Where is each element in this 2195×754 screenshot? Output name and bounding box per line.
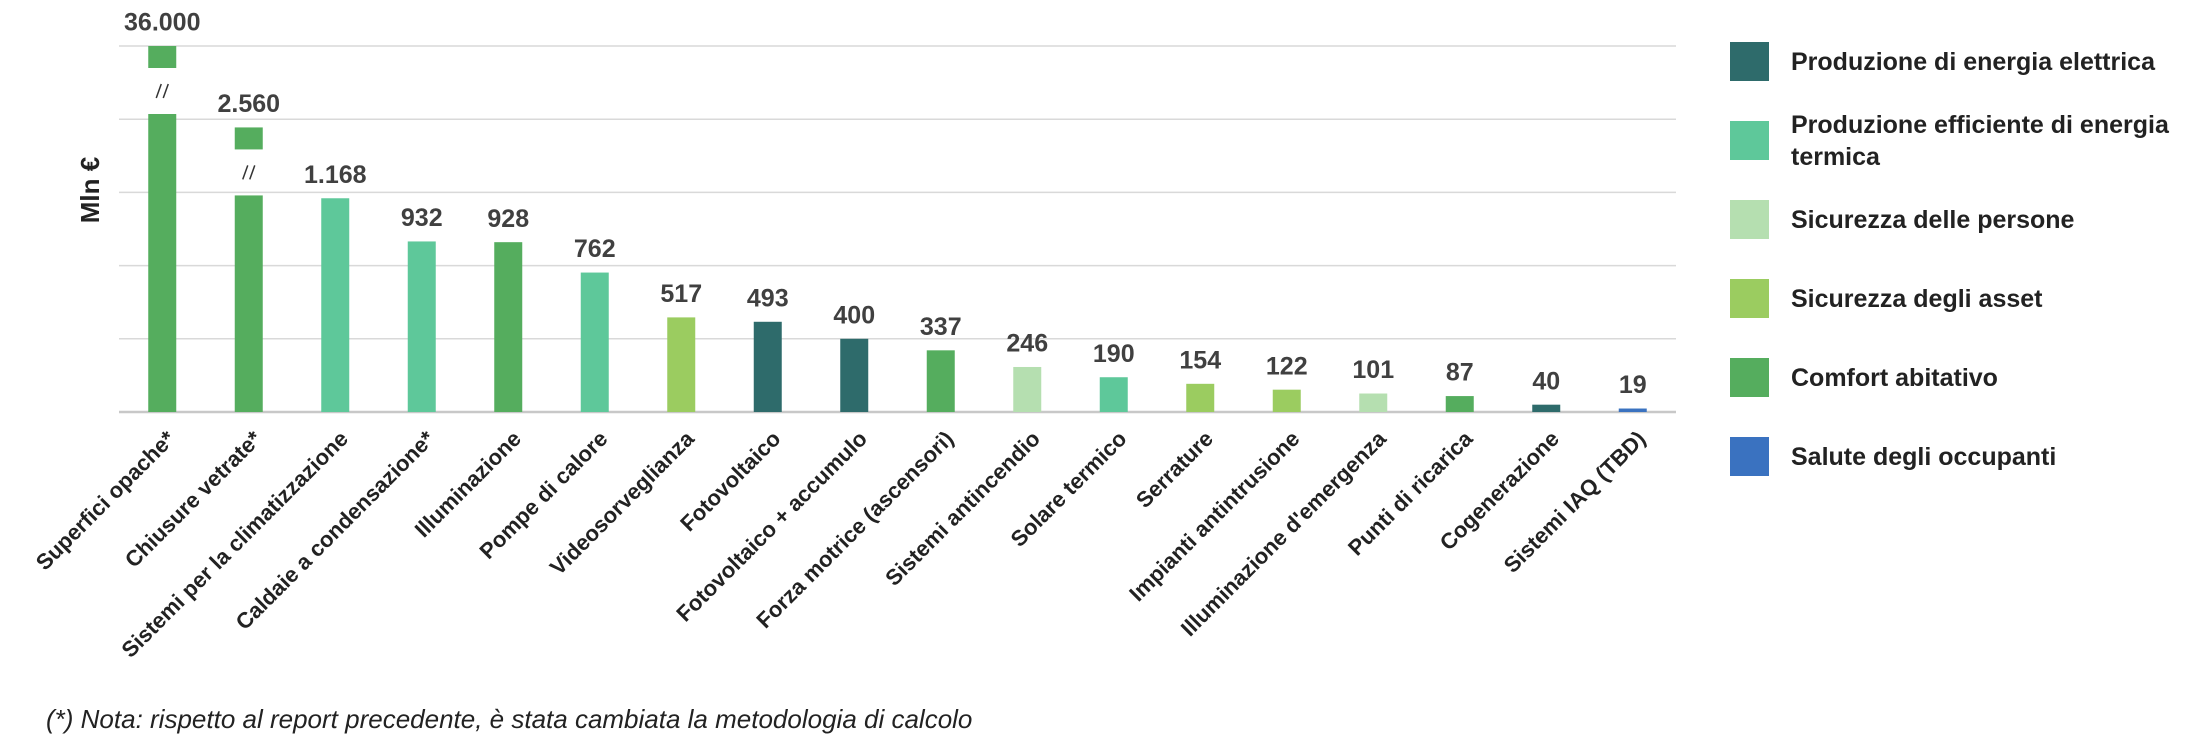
value-label: 1.168 — [304, 161, 367, 189]
value-label: 19 — [1619, 371, 1647, 399]
footnote: (*) Nota: rispetto al report precedente,… — [46, 704, 973, 734]
legend-label: Produzione efficiente di energia termica — [1791, 110, 2169, 171]
legend-swatch — [1730, 200, 1769, 239]
bar — [494, 242, 523, 412]
legend-swatch — [1730, 279, 1769, 318]
value-label: 762 — [574, 235, 616, 263]
bar — [1013, 366, 1042, 412]
bar — [1359, 393, 1388, 412]
legend-swatch — [1730, 437, 1769, 476]
bar — [667, 317, 696, 412]
value-label: 154 — [1179, 346, 1221, 374]
bar — [1272, 389, 1301, 412]
break-mark — [155, 83, 162, 99]
legend-label: Sicurezza delle persone — [1791, 205, 2075, 234]
legend-label: Produzione di energia elettrica — [1791, 47, 2155, 76]
legend-entry: Salute degli occupanti — [1730, 417, 2180, 496]
x-tick-label: Sistemi IAQ (TBD) — [1499, 426, 1651, 578]
bar-segment — [148, 114, 177, 412]
bar — [580, 272, 609, 412]
break-mark — [249, 165, 256, 180]
value-label: 122 — [1266, 352, 1308, 380]
broken-bar — [234, 127, 263, 412]
value-label: 928 — [487, 205, 529, 233]
broken-bar — [148, 46, 177, 412]
bar-segment — [234, 195, 263, 412]
bar-segment — [234, 127, 263, 150]
value-label: 400 — [833, 301, 875, 329]
bar — [407, 241, 436, 412]
value-label: 2.560 — [217, 90, 280, 118]
legend-label: Comfort abitativo — [1791, 363, 1998, 392]
x-tick-label: Sistemi antincendio — [880, 426, 1045, 591]
value-label: 190 — [1093, 340, 1135, 368]
x-tick-label: Videosorveglianza — [545, 425, 700, 580]
y-axis-label: Mln € — [75, 157, 105, 223]
value-label: 932 — [401, 204, 443, 232]
legend-entry: Produzione efficiente di energia termica — [1730, 101, 2180, 180]
legend-swatch — [1730, 121, 1769, 160]
value-label: 493 — [747, 284, 789, 312]
legend-label: Sicurezza degli asset — [1791, 284, 2043, 313]
bar — [1532, 404, 1561, 412]
bar — [926, 350, 955, 412]
bar — [1445, 396, 1474, 412]
legend-entry: Sicurezza degli asset — [1730, 259, 2180, 338]
legend-label: Salute degli occupanti — [1791, 442, 2057, 471]
value-label: 101 — [1352, 356, 1394, 384]
bar — [321, 198, 350, 412]
value-label: 517 — [660, 280, 702, 308]
legend-entry: Produzione di energia elettrica — [1730, 22, 2180, 101]
value-label: 337 — [920, 313, 962, 341]
value-label: 36.000 — [124, 9, 200, 37]
bar — [1099, 377, 1128, 412]
legend-entry: Comfort abitativo — [1730, 338, 2180, 417]
bar — [840, 338, 869, 412]
x-tick-label: Serrature — [1131, 426, 1218, 513]
x-tick-label: Impianti antintrusione — [1124, 426, 1304, 606]
x-tick-label: Superfici opache* — [31, 426, 180, 575]
break-mark — [242, 165, 249, 180]
legend-swatch — [1730, 358, 1769, 397]
legend-swatch — [1730, 42, 1769, 81]
bar — [753, 321, 782, 412]
value-label: 246 — [1006, 330, 1048, 358]
bar — [1186, 383, 1215, 412]
bar — [1618, 408, 1647, 412]
legend: Produzione di energia elettrica Produzion… — [1730, 22, 2180, 496]
break-mark — [162, 83, 169, 99]
bar-segment — [148, 46, 177, 68]
value-label: 87 — [1446, 359, 1474, 387]
value-label: 40 — [1532, 367, 1560, 395]
legend-entry: Sicurezza delle persone — [1730, 180, 2180, 259]
